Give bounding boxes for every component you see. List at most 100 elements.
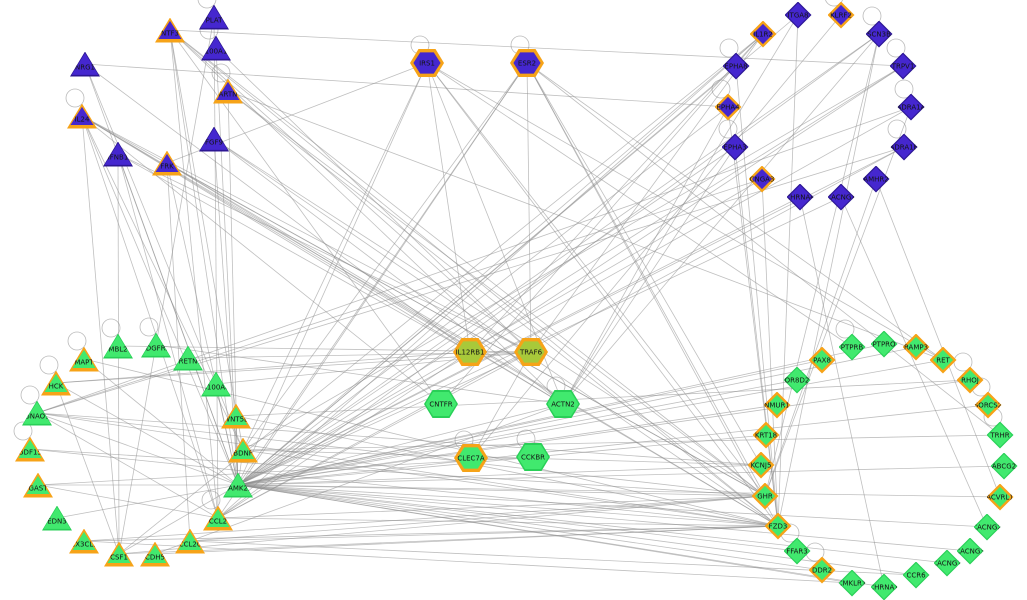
edge-SCN3B-CAMK2A[interactable] bbox=[237, 33, 880, 486]
edge-CAMK2A-TRAF6[interactable] bbox=[237, 351, 532, 486]
edge-SCN3B-CCL2[interactable] bbox=[217, 33, 880, 519]
edge-HCK-IL12RB1[interactable] bbox=[55, 351, 471, 384]
self-loop-CCL2[interactable] bbox=[201, 490, 221, 510]
edge-ADRA1A-CAMK2A[interactable] bbox=[237, 106, 912, 486]
self-loop-ARTN[interactable] bbox=[211, 63, 231, 83]
edge-HCK-CSF1[interactable] bbox=[55, 382, 120, 555]
edge-ADRA1B-GNAO1[interactable] bbox=[36, 146, 905, 414]
edge-CAMK2A-OR8D2[interactable] bbox=[237, 379, 798, 486]
self-loop-GNAO1[interactable] bbox=[20, 385, 40, 405]
edge-ESR2-RET[interactable] bbox=[526, 62, 944, 361]
edge-CHRNA4-CHRNA1[interactable] bbox=[799, 196, 885, 588]
edge-EPHA4-CAMK2A[interactable] bbox=[237, 106, 729, 486]
edge-ADRA1A-GHR[interactable] bbox=[764, 106, 912, 497]
node-ESR2[interactable]: ESR2 bbox=[510, 49, 544, 77]
self-loop-TRPV1[interactable] bbox=[886, 38, 906, 58]
edge-ESR2-TRAF6[interactable] bbox=[526, 62, 532, 353]
node-CCKBR[interactable]: CCKBR bbox=[516, 443, 550, 471]
edge-NRG1-EPHA4[interactable] bbox=[84, 63, 729, 108]
edge-EPHA4-FZD3[interactable] bbox=[727, 106, 779, 527]
edge-CCL2-GHR[interactable] bbox=[217, 495, 766, 519]
edge-CNGA3-FZD3[interactable] bbox=[761, 178, 779, 527]
edge-IRS1-GHR[interactable] bbox=[426, 62, 766, 497]
edge-WNT5B-RHOJ[interactable] bbox=[235, 379, 971, 417]
edge-CAMK2A-ACTN2[interactable] bbox=[237, 403, 564, 486]
edge-BDNF-TRHR[interactable] bbox=[242, 434, 1001, 451]
self-loop-ADRA1A[interactable] bbox=[894, 79, 914, 99]
edge-CACNG1-CACNG2[interactable] bbox=[840, 196, 988, 528]
edge-CAMK2A-CMKLR1[interactable] bbox=[237, 484, 853, 584]
edge-IL1R2-CSF1[interactable] bbox=[118, 33, 764, 555]
edge-GAST-CCL2[interactable] bbox=[37, 484, 219, 519]
edge-NTF3-CCL2[interactable] bbox=[169, 29, 219, 519]
edge-AMHR2-GHR[interactable] bbox=[764, 178, 877, 497]
edge-TRPV1-BDNF[interactable] bbox=[242, 65, 904, 451]
node-ACTN2[interactable]: ACTN2 bbox=[546, 390, 580, 418]
edge-CSF1-CAMK2A[interactable] bbox=[118, 484, 239, 555]
edge-IL1R2-CNTFR[interactable] bbox=[440, 33, 764, 405]
node-SORCS2[interactable]: SORCS2 bbox=[974, 391, 1002, 419]
edge-IFNB1-TRAF6[interactable] bbox=[117, 153, 532, 353]
self-loop-PLAT[interactable] bbox=[197, 0, 217, 9]
self-loop-ADRA1B[interactable] bbox=[887, 119, 907, 139]
edge-CNGA3-GNAO1[interactable] bbox=[36, 178, 763, 414]
edge-NTF3-GHR[interactable] bbox=[169, 29, 766, 497]
edge-IL24-CAMK2A[interactable] bbox=[81, 115, 239, 486]
edge-ESR2-KCNJ5[interactable] bbox=[526, 62, 762, 466]
node-TRAF6[interactable]: TRAF6 bbox=[514, 338, 548, 366]
edge-ARTN-RET[interactable] bbox=[227, 90, 944, 361]
self-loop-EPHA8[interactable] bbox=[719, 38, 739, 58]
edge-IL24-CCL2[interactable] bbox=[81, 115, 219, 519]
edge-ITGA8-ACTN2[interactable] bbox=[562, 14, 799, 405]
edge-ESR2-TRHR[interactable] bbox=[526, 62, 1001, 436]
edge-ESR2-CAMK2A[interactable] bbox=[237, 62, 528, 486]
edge-FGF9-GHR[interactable] bbox=[213, 138, 766, 497]
edge-CAMK2A-GHR[interactable] bbox=[237, 484, 766, 497]
edge-CCL2-TRAF6[interactable] bbox=[217, 351, 532, 519]
edge-CSF1-GHR[interactable] bbox=[118, 495, 766, 555]
self-loop-MBL2[interactable] bbox=[101, 318, 121, 338]
edge-IL24-IL12RB1[interactable] bbox=[81, 115, 471, 353]
edge-CAMK2A-RHOJ[interactable] bbox=[237, 379, 971, 486]
edge-EPHA3-CAMK2A[interactable] bbox=[237, 146, 736, 486]
self-loop-KLRF2[interactable] bbox=[825, 0, 843, 7]
edge-FGF9-FZD3[interactable] bbox=[213, 138, 779, 527]
self-loop-IL24[interactable] bbox=[65, 88, 85, 108]
self-loop-GDF15[interactable] bbox=[13, 421, 33, 441]
edge-ARTN-FZD3[interactable] bbox=[227, 90, 779, 527]
edge-FGF9-ACTN2[interactable] bbox=[213, 138, 564, 405]
edge-PLAT-CSF1[interactable] bbox=[118, 16, 215, 555]
edge-IL1R2-CAMK2A[interactable] bbox=[237, 33, 764, 486]
edge-PDGFRB-ACTN2[interactable] bbox=[155, 344, 564, 405]
edge-IL24-CNTFR[interactable] bbox=[81, 115, 442, 405]
edge-IL24-TRAF6[interactable] bbox=[81, 115, 532, 353]
edge-IFNB1-CCL2[interactable] bbox=[117, 153, 219, 519]
self-loop-HCK[interactable] bbox=[39, 355, 59, 375]
edge-CAMK2A-CACNG3[interactable] bbox=[237, 484, 971, 552]
edge-EPHA3-ACTN2[interactable] bbox=[562, 146, 736, 405]
edge-CDH5-FZD3[interactable] bbox=[154, 525, 779, 555]
self-loop-MAPT[interactable] bbox=[67, 331, 87, 351]
edge-CAMK2A-NMUR1[interactable] bbox=[237, 404, 778, 486]
edge-SCN3B-ACTN2[interactable] bbox=[562, 33, 880, 405]
edge-GNAO1-FZD3[interactable] bbox=[36, 412, 779, 527]
edge-IRS1-BDNF[interactable] bbox=[242, 62, 428, 451]
edge-NTF3-TRPV1[interactable] bbox=[169, 29, 904, 67]
edge-CAMK2A-ABCG2[interactable] bbox=[237, 465, 1005, 486]
edge-CAMK2A-PAX8[interactable] bbox=[237, 359, 823, 486]
edge-EPHA4-ACTN2[interactable] bbox=[562, 106, 729, 405]
edge-CAMK2A-KRT18[interactable] bbox=[237, 434, 767, 486]
edge-TRPV1-CAMK2A[interactable] bbox=[237, 65, 904, 486]
edge-AMHR2-ACVRL1[interactable] bbox=[875, 178, 1001, 498]
edge-PLAT-CCL2[interactable] bbox=[213, 16, 219, 519]
edge-IRS1-RET[interactable] bbox=[426, 62, 944, 361]
edge-ARTN-GHR[interactable] bbox=[227, 90, 766, 497]
edge-IRS1-IL12RB1[interactable] bbox=[426, 62, 471, 353]
edge-EPHA8-CAMK2A[interactable] bbox=[237, 65, 737, 486]
edge-GAST-CCKBR[interactable] bbox=[37, 456, 534, 486]
edge-SCN3B-GHR[interactable] bbox=[764, 33, 880, 497]
edge-IL1R2-CCL2[interactable] bbox=[217, 33, 764, 519]
edge-CAMK2A-KCNJ5[interactable] bbox=[237, 464, 762, 486]
self-loop-SCN3B[interactable] bbox=[862, 6, 882, 26]
